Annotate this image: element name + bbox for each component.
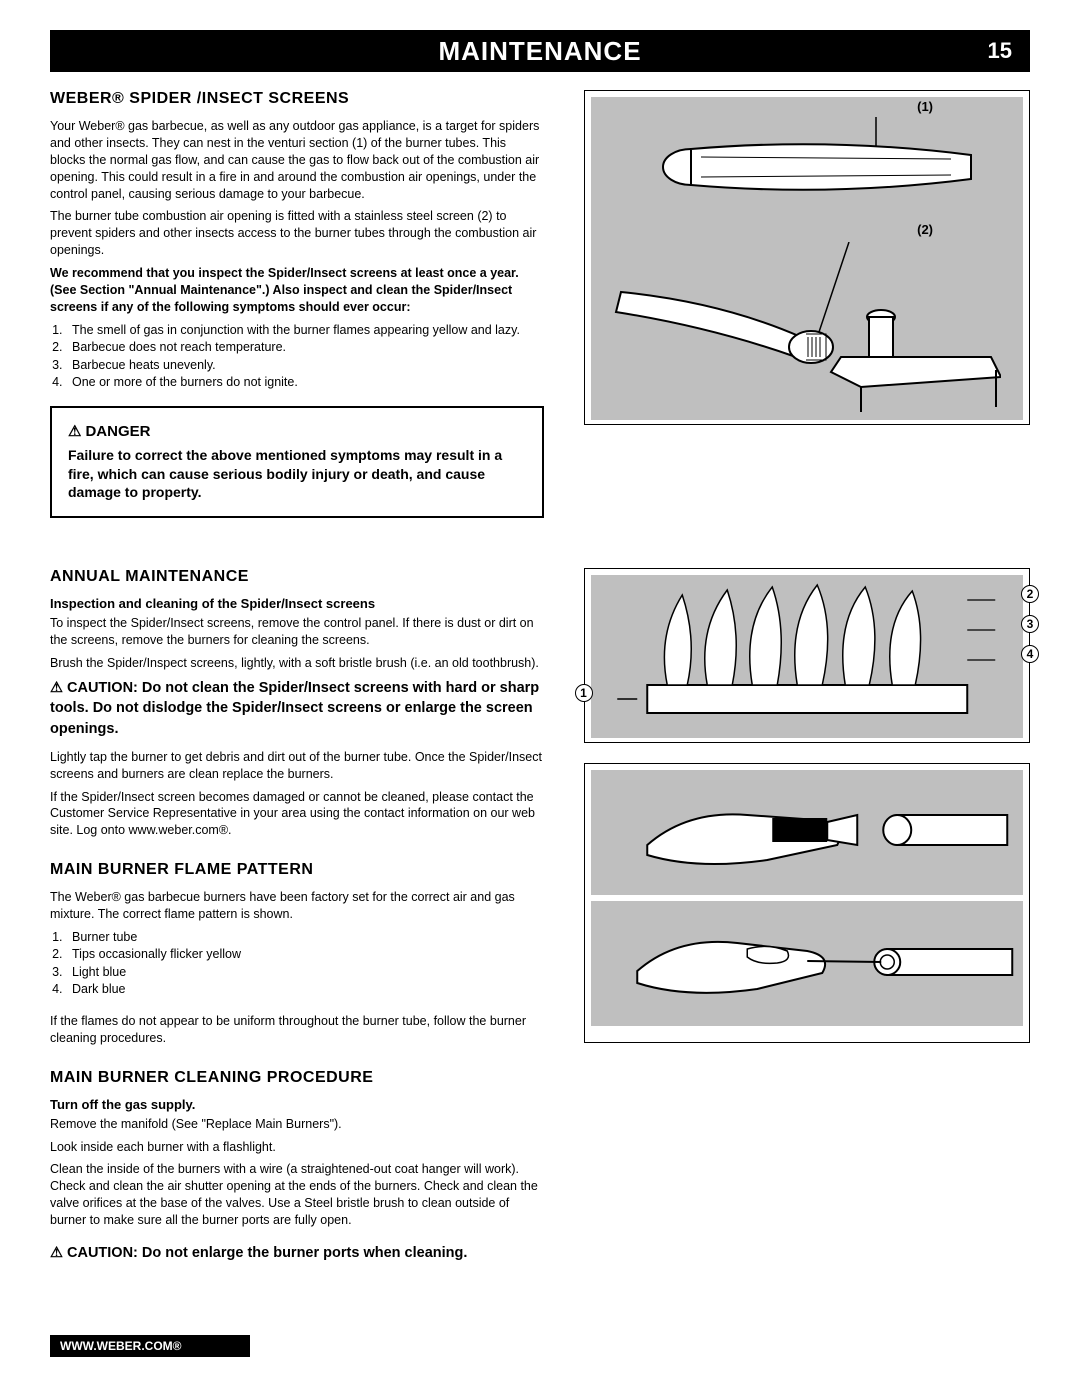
para-annual-2: Brush the Spider/Inspect screens, lightl…: [50, 655, 544, 672]
flame-list: Burner tube Tips occasionally flicker ye…: [66, 929, 544, 999]
page-title: MAINTENANCE: [438, 36, 641, 67]
flame-callout-3: 3: [1021, 615, 1039, 633]
symptom-item: The smell of gas in conjunction with the…: [66, 322, 544, 340]
para-clean-2: Look inside each burner with a flashligh…: [50, 1139, 544, 1156]
hand-flashlight-icon: [591, 770, 1024, 895]
flame-callout-4: 4: [1021, 645, 1039, 663]
caution-cleaning: CAUTION: Do not enlarge the burner ports…: [50, 1243, 544, 1263]
danger-text: Failure to correct the above mentioned s…: [68, 446, 526, 503]
subhead-gas-off: Turn off the gas supply.: [50, 1097, 544, 1112]
danger-title: DANGER: [68, 422, 526, 440]
footer-url: WWW.WEBER.COM®: [50, 1335, 250, 1357]
flame-callout-2: 2: [1021, 585, 1039, 603]
callout-2: (2): [917, 222, 933, 237]
caution-annual: CAUTION: Do not clean the Spider/Insect …: [50, 678, 544, 739]
para-annual-1: To inspect the Spider/Insect screens, re…: [50, 615, 544, 649]
burner-assembly-icon: [601, 242, 1001, 412]
heading-cleaning: MAIN BURNER CLEANING PROCEDURE: [50, 1069, 544, 1087]
heading-flame: MAIN BURNER FLAME PATTERN: [50, 861, 544, 879]
para-spider-2: The burner tube combustion air opening i…: [50, 208, 544, 259]
para-flame-1: The Weber® gas barbecue burners have bee…: [50, 889, 544, 923]
illustration-2: 1 2 3 4: [584, 568, 1031, 743]
para-flame-2: If the flames do not appear to be unifor…: [50, 1013, 544, 1047]
para-clean-3: Clean the inside of the burners with a w…: [50, 1161, 544, 1229]
flame-item: Dark blue: [66, 981, 544, 999]
burner-tube-icon: [631, 117, 981, 217]
heading-spider-screens: WEBER® SPIDER /INSECT SCREENS: [50, 90, 544, 108]
heading-annual: ANNUAL MAINTENANCE: [50, 568, 544, 586]
illustration-1: (1) (2): [584, 90, 1031, 425]
flame-item: Burner tube: [66, 929, 544, 947]
subhead-inspection: Inspection and cleaning of the Spider/In…: [50, 596, 544, 611]
title-bar: MAINTENANCE 15: [50, 30, 1030, 72]
para-annual-3: Lightly tap the burner to get debris and…: [50, 749, 544, 783]
symptom-item: Barbecue heats unevenly.: [66, 357, 544, 375]
flame-item: Light blue: [66, 964, 544, 982]
illustration-3: [584, 763, 1031, 1043]
para-clean-1: Remove the manifold (See "Replace Main B…: [50, 1116, 544, 1133]
flame-item: Tips occasionally flicker yellow: [66, 946, 544, 964]
symptom-item: One or more of the burners do not ignite…: [66, 374, 544, 392]
para-recommend: We recommend that you inspect the Spider…: [50, 265, 544, 316]
para-spider-1: Your Weber® gas barbecue, as well as any…: [50, 118, 544, 202]
page-number: 15: [988, 38, 1012, 64]
symptom-item: Barbecue does not reach temperature.: [66, 339, 544, 357]
para-annual-4: If the Spider/Insect screen becomes dama…: [50, 789, 544, 840]
danger-box: DANGER Failure to correct the above ment…: [50, 406, 544, 519]
flame-pattern-icon: [591, 575, 1024, 738]
hand-wire-icon: [591, 901, 1024, 1026]
flame-callout-1: 1: [575, 684, 593, 702]
callout-1: (1): [917, 99, 933, 114]
symptom-list: The smell of gas in conjunction with the…: [66, 322, 544, 392]
